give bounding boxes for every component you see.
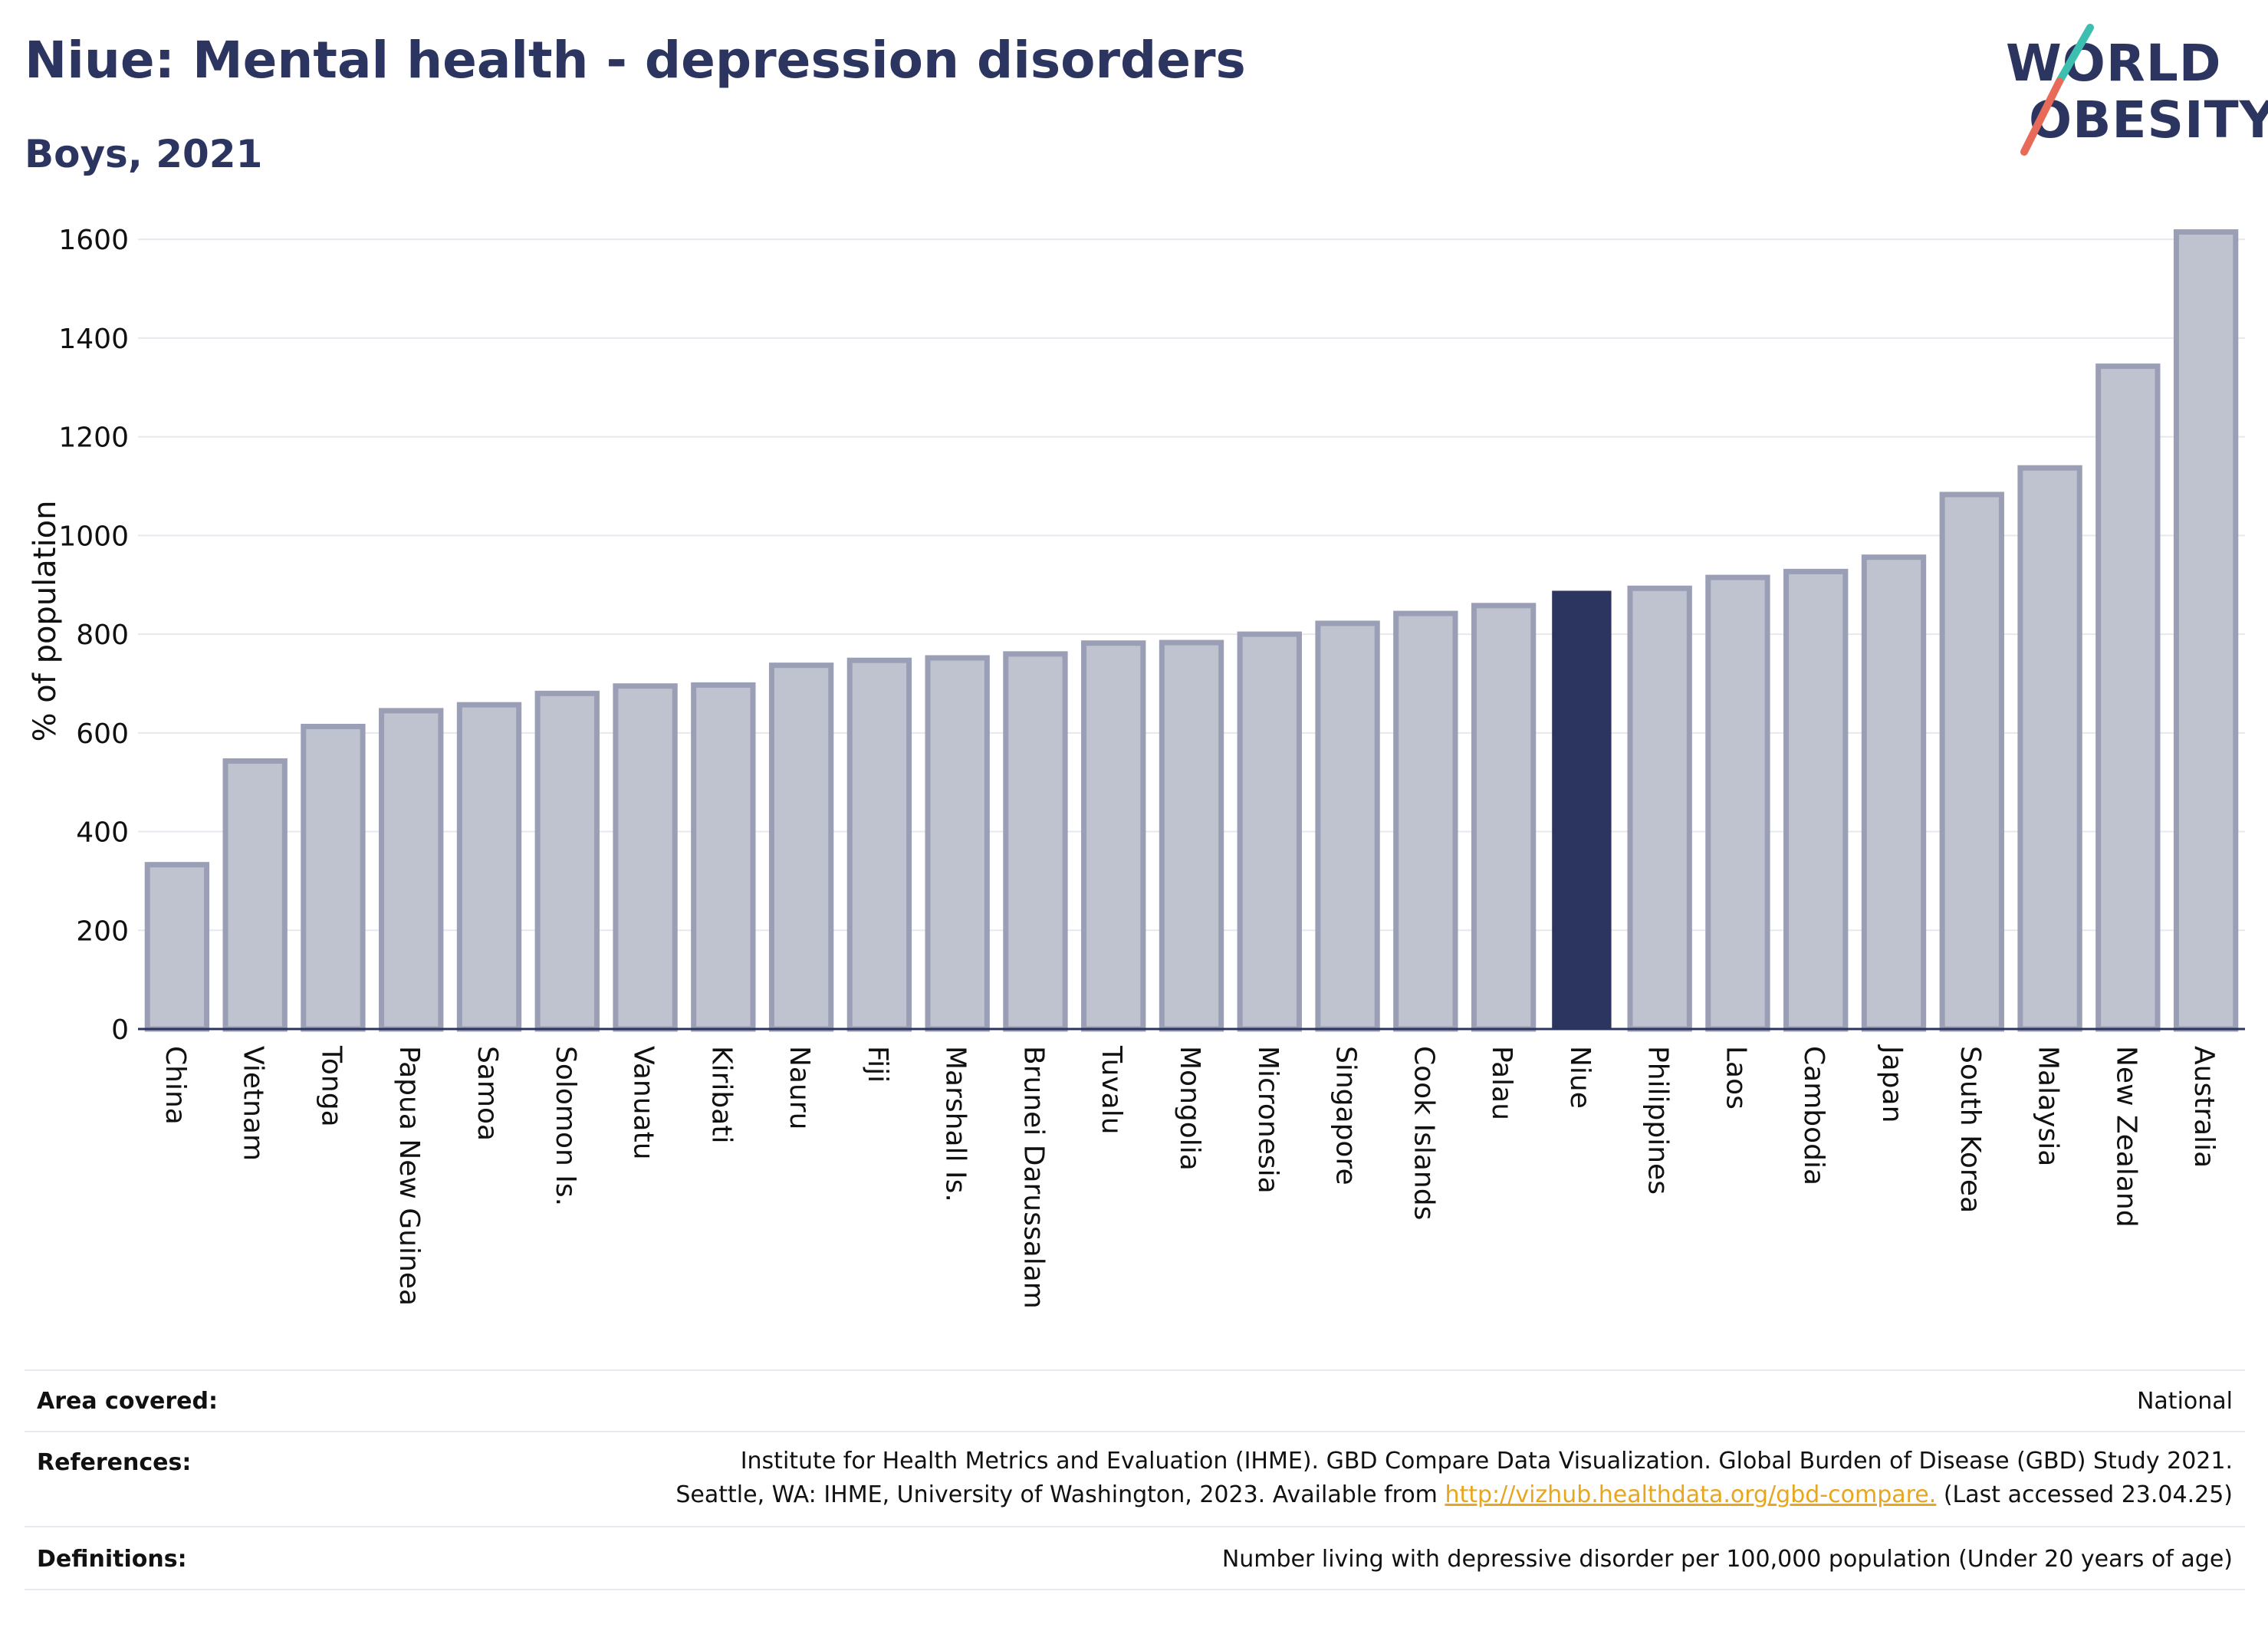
y-tick-label: 1400 <box>58 324 129 355</box>
world-obesity-logo: WORLD OBESITY <box>2001 23 2268 161</box>
bar-south-korea <box>1939 492 2004 1032</box>
x-tick-label: Cambodia <box>1798 1046 1829 1185</box>
x-tick-label: Laos <box>1720 1046 1751 1110</box>
bar-micronesia <box>1237 631 1302 1032</box>
bar-samoa <box>456 702 522 1032</box>
bar-laos <box>1705 574 1770 1032</box>
x-tick-label: Singapore <box>1330 1046 1362 1185</box>
bars <box>144 229 2239 1032</box>
y-tick-label: 800 <box>76 620 129 651</box>
bar-niue <box>1552 590 1612 1029</box>
info-row-definitions: Definitions: Number living with depressi… <box>25 1526 2245 1590</box>
y-tick-label: 400 <box>76 817 129 849</box>
definitions-value: Number living with depressive disorder p… <box>1221 1546 2233 1573</box>
x-tick-label: South Korea <box>1954 1046 1986 1213</box>
references-link[interactable]: http://vizhub.healthdata.org/gbd-compare… <box>1445 1481 1937 1508</box>
x-tick-label: Fiji <box>862 1046 893 1083</box>
bar-papua-new-guinea <box>379 708 444 1032</box>
x-tick-label: Philippines <box>1642 1046 1674 1195</box>
bar-tuvalu <box>1081 640 1146 1032</box>
bar-brunei-darussalam <box>1003 651 1068 1032</box>
x-tick-label: China <box>159 1046 191 1125</box>
area-covered-value: National <box>2136 1388 2233 1415</box>
references-label: References: <box>37 1449 192 1476</box>
x-tick-label: New Zealand <box>2110 1046 2141 1228</box>
references-line-2-suffix: (Last accessed 23.04.25) <box>1936 1481 2233 1508</box>
definitions-label: Definitions: <box>37 1546 187 1573</box>
area-covered-label: Area covered: <box>37 1388 218 1415</box>
logo-slash-icon <box>2020 24 2094 156</box>
bar-marshall-is <box>925 655 990 1032</box>
page-title: Niue: Mental health - depression disorde… <box>25 31 1246 90</box>
x-tick-label: Solomon Is. <box>550 1046 581 1206</box>
logo-line-2: OBESITY <box>2029 90 2268 150</box>
info-row-area: Area covered: National <box>25 1369 2245 1432</box>
x-tick-label: Papua New Guinea <box>393 1046 425 1306</box>
info-row-references: References: Institute for Health Metrics… <box>25 1431 2245 1527</box>
bar-mongolia <box>1159 639 1224 1032</box>
bar-cambodia <box>1783 568 1849 1032</box>
info-table: Area covered: National References: Insti… <box>25 1369 2245 1599</box>
y-tick-label: 1200 <box>58 422 129 454</box>
references-line-1: Institute for Health Metrics and Evaluat… <box>740 1448 2233 1475</box>
y-tick-label: 1600 <box>58 225 129 256</box>
bar-china <box>144 862 210 1032</box>
x-tick-label: Brunei Darussalam <box>1017 1046 1049 1309</box>
references-line-2: Seattle, WA: IHME, University of Washing… <box>675 1478 2233 1512</box>
bar-fiji <box>846 657 912 1032</box>
x-tick-label: Australia <box>2188 1046 2220 1168</box>
y-tick-label: 0 <box>111 1014 129 1046</box>
references-value: Institute for Health Metrics and Evaluat… <box>675 1445 2233 1512</box>
info-table-bottom-border <box>25 1589 2245 1590</box>
bar-nauru <box>768 662 834 1032</box>
y-tick-label: 200 <box>76 916 129 947</box>
bar-australia <box>2173 229 2239 1032</box>
bar-philippines <box>1627 585 1692 1032</box>
page-subtitle: Boys, 2021 <box>25 132 263 176</box>
x-tick-label: Nauru <box>784 1046 815 1129</box>
bar-new-zealand <box>2095 363 2161 1032</box>
x-tick-label: Tonga <box>315 1045 347 1127</box>
x-tick-label: Tuvalu <box>1096 1045 1127 1135</box>
x-tick-label: Vietnam <box>238 1046 269 1161</box>
x-tick-label: Japan <box>1876 1044 1908 1123</box>
x-tick-label: Cook Islands <box>1408 1046 1439 1220</box>
y-axis-title: % of population <box>28 501 63 742</box>
x-tick-label: Kiribati <box>705 1046 737 1143</box>
bar-kiribati <box>691 682 756 1032</box>
x-tick-label: Niue <box>1564 1046 1596 1109</box>
x-tick-label: Malaysia <box>2033 1046 2064 1166</box>
x-axis-labels: China Vietnam Tonga Papua New Guinea Samoa So… <box>159 1044 2220 1309</box>
x-tick-label: Marshall Is. <box>940 1046 971 1202</box>
references-line-2-prefix: Seattle, WA: IHME, University of Washing… <box>675 1481 1445 1508</box>
y-tick-label: 1000 <box>58 521 129 552</box>
bar-malaysia <box>2017 465 2082 1032</box>
y-tick-label: 600 <box>76 718 129 750</box>
bar-cook-islands <box>1393 610 1458 1032</box>
bar-palau <box>1471 603 1537 1032</box>
logo-line-1: WORLD <box>2006 34 2222 93</box>
x-tick-label: Mongolia <box>1174 1046 1205 1171</box>
bar-tonga <box>301 723 366 1032</box>
bar-vanuatu <box>613 683 678 1032</box>
bar-vietnam <box>222 758 288 1032</box>
x-tick-label: Vanuatu <box>628 1046 659 1160</box>
bar-japan <box>1861 554 1927 1032</box>
y-axis-ticks: 0 200 400 600 800 1000 1200 1400 1600 <box>58 225 129 1046</box>
x-tick-label: Samoa <box>472 1046 503 1141</box>
bar-singapore <box>1315 620 1380 1032</box>
bar-solomon-is <box>534 690 600 1032</box>
x-tick-label: Micronesia <box>1252 1046 1284 1194</box>
x-tick-label: Palau <box>1486 1046 1517 1120</box>
bar-chart: 0 200 400 600 800 1000 1200 1400 1600 China Vietn… <box>28 225 2245 1309</box>
